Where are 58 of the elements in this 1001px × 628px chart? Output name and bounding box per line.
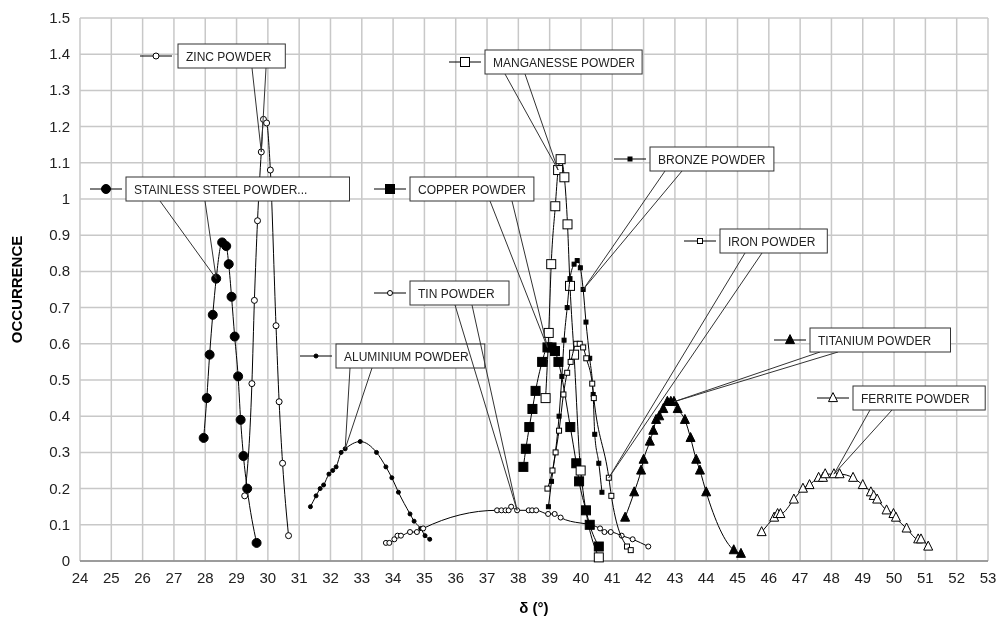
x-tick-label: 31 xyxy=(290,569,308,586)
x-tick-label: 41 xyxy=(603,569,621,586)
y-tick-label: 0.3 xyxy=(49,443,70,461)
x-tick-label: 50 xyxy=(885,569,903,586)
x-tick-label: 30 xyxy=(259,569,277,586)
x-tick-label: 53 xyxy=(979,569,997,586)
legend-label: BRONZE POWDER xyxy=(658,153,766,167)
x-tick-label: 37 xyxy=(478,569,496,586)
x-tick-label: 35 xyxy=(416,569,433,586)
legend-label: TIN POWDER xyxy=(418,287,495,301)
y-tick-label: 1.2 xyxy=(49,117,70,135)
x-tick-label: 52 xyxy=(948,569,966,586)
x-tick-label: 25 xyxy=(102,569,120,586)
x-tick-label: 33 xyxy=(353,569,371,586)
x-tick-label: 34 xyxy=(384,569,402,586)
legend-label: ALUMINIUM POWDER xyxy=(344,350,469,364)
y-tick-label: 0.4 xyxy=(49,407,70,425)
x-tick-label: 38 xyxy=(510,569,527,586)
x-tick-label: 26 xyxy=(134,569,151,586)
y-tick-label: 0.6 xyxy=(49,334,70,352)
x-tick-label: 46 xyxy=(760,569,778,586)
x-tick-label: 29 xyxy=(228,569,245,586)
y-tick-label: 0.7 xyxy=(49,298,70,316)
y-tick-label: 1 xyxy=(61,190,70,207)
x-tick-label: 24 xyxy=(71,569,89,586)
y-tick-label: 0.9 xyxy=(49,226,70,244)
x-tick-label: 40 xyxy=(572,569,590,586)
x-tick-label: 48 xyxy=(823,569,840,586)
legend-label: COPPER POWDER xyxy=(418,183,527,197)
x-tick-label: 44 xyxy=(697,569,715,586)
y-tick-label: 1.1 xyxy=(49,153,70,171)
y-tick-label: 1.3 xyxy=(49,81,70,99)
y-axis-title: OCCURRENCE xyxy=(8,235,25,344)
x-tick-label: 36 xyxy=(447,569,465,586)
x-tick-label: 45 xyxy=(729,569,746,586)
y-tick-label: 0.5 xyxy=(49,371,70,388)
legend-label: IRON POWDER xyxy=(728,235,816,249)
y-tick-label: 1.5 xyxy=(49,9,70,26)
x-tick-label: 47 xyxy=(791,569,809,586)
legend-label: ZINC POWDER xyxy=(186,50,272,64)
y-tick-label: 0.8 xyxy=(49,262,70,280)
x-axis-title: δ (°) xyxy=(519,599,549,616)
legend-label: STAINLESS STEEL POWDER... xyxy=(134,183,308,197)
y-tick-label: 0.2 xyxy=(49,479,70,497)
x-tick-label: 51 xyxy=(917,569,934,586)
y-tick-label: 1.4 xyxy=(49,45,70,63)
x-tick-label: 32 xyxy=(322,569,339,586)
legend-label: TITANIUM POWDER xyxy=(818,334,932,348)
x-tick-label: 43 xyxy=(666,569,684,586)
x-tick-label: 49 xyxy=(854,569,872,586)
x-tick-label: 42 xyxy=(635,569,652,586)
legend-label: FERRITE POWDER xyxy=(861,392,970,406)
legend-label: MANGANESSE POWDER xyxy=(493,56,636,70)
x-tick-label: 39 xyxy=(541,569,558,586)
x-tick-label: 27 xyxy=(165,569,183,586)
y-tick-label: 0 xyxy=(61,552,70,569)
x-tick-label: 28 xyxy=(196,569,214,586)
y-tick-label: 0.1 xyxy=(49,515,70,533)
